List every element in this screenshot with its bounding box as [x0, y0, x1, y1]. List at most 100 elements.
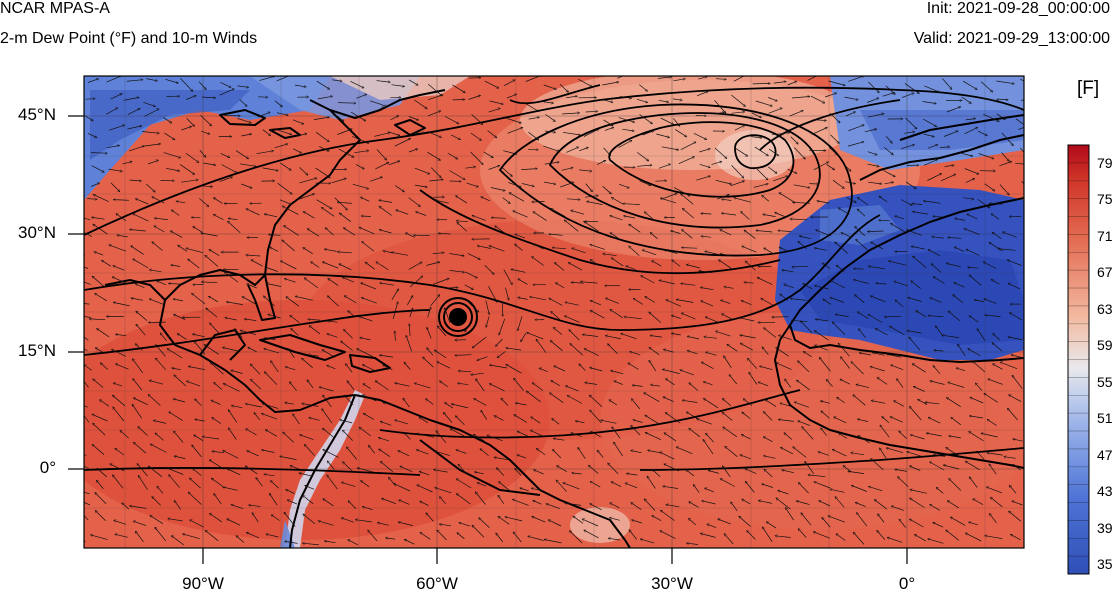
wind-arrow-icon: [160, 333, 167, 342]
wind-arrow-icon: [84, 380, 89, 388]
wind-arrow-icon: [682, 400, 698, 403]
wind-arrow-icon: [426, 131, 441, 137]
lon-label-90w: 90°W: [182, 574, 224, 593]
wind-arrow-icon: [814, 331, 829, 341]
wind-arrow-icon: [639, 84, 647, 92]
wind-arrow-icon: [603, 119, 613, 126]
wind-arrow-icon: [1015, 162, 1024, 165]
wind-arrow-icon: [89, 319, 106, 320]
wind-arrow-icon: [775, 213, 788, 218]
wind-arrow-icon: [566, 386, 579, 392]
wind-arrow-icon: [427, 307, 431, 318]
wind-arrow-icon: [672, 333, 681, 336]
wind-arrow-icon: [256, 151, 274, 155]
wind-arrow-icon: [792, 266, 809, 267]
wind-arrow-icon: [714, 100, 726, 113]
wind-arrow-icon: [581, 282, 598, 284]
wind-arrow-icon: [127, 126, 141, 130]
wind-arrow-icon: [761, 298, 773, 306]
wind-arrow-icon: [855, 227, 866, 237]
wind-arrow-icon: [117, 235, 128, 238]
wind-arrow-icon: [867, 151, 877, 155]
wind-arrow-icon: [1020, 78, 1024, 82]
wind-arrow-icon: [503, 150, 517, 154]
wind-arrow-icon: [664, 350, 674, 353]
wind-arrow-icon: [672, 316, 682, 319]
wind-arrow-icon: [488, 108, 500, 113]
wind-arrow-icon: [133, 379, 143, 391]
wind-arrow-icon: [757, 278, 773, 285]
wind-arrow-icon: [163, 152, 181, 158]
wind-arrow-icon: [624, 317, 642, 320]
wind-arrow-icon: [1015, 118, 1024, 126]
wind-arrow-icon: [438, 233, 451, 234]
wind-arrow-icon: [428, 95, 443, 101]
wind-arrow-icon: [192, 293, 206, 305]
wind-arrow-icon: [302, 358, 313, 369]
wind-arrow-icon: [964, 229, 980, 235]
wind-arrow-icon: [342, 277, 354, 283]
wind-arrow-icon: [996, 99, 1008, 100]
wind-arrow-icon: [568, 263, 583, 271]
wind-arrow-icon: [274, 100, 282, 107]
wind-arrow-icon: [1008, 283, 1021, 290]
wind-arrow-icon: [112, 277, 128, 284]
wind-arrow-icon: [983, 262, 997, 269]
wind-arrow-icon: [782, 270, 794, 273]
wind-arrow-icon: [811, 128, 828, 135]
wind-arrow-icon: [263, 404, 279, 409]
wind-arrow-icon: [133, 359, 144, 374]
wind-arrow-icon: [437, 362, 451, 369]
wind-arrow-icon: [267, 284, 282, 287]
wind-arrow-icon: [824, 93, 836, 98]
wind-arrow-icon: [553, 248, 566, 249]
wind-arrow-icon: [445, 116, 459, 124]
wind-arrow-icon: [626, 266, 636, 271]
wind-arrow-icon: [308, 319, 320, 320]
wind-arrow-icon: [470, 151, 483, 165]
wind-arrow-icon: [996, 80, 1014, 84]
wind-arrow-icon: [323, 395, 332, 408]
wind-arrow-icon: [815, 286, 829, 290]
field-title: 2-m Dew Point (°F) and 10-m Winds: [0, 30, 258, 47]
wind-arrow-icon: [224, 272, 239, 283]
wind-arrow-icon: [913, 256, 927, 269]
wind-arrow-icon: [832, 322, 846, 336]
wind-arrow-icon: [585, 196, 598, 198]
wind-arrow-icon: [699, 149, 710, 153]
wind-arrow-icon: [714, 147, 727, 158]
wind-arrow-icon: [611, 371, 624, 375]
wind-arrow-icon: [969, 316, 979, 323]
wind-arrow-icon: [791, 97, 810, 99]
wind-arrow-icon: [701, 301, 714, 307]
wind-arrow-icon: [409, 324, 410, 336]
wind-arrow-icon: [471, 372, 484, 375]
wind-arrow-icon: [612, 198, 624, 205]
wind-arrow-icon: [214, 215, 224, 221]
wind-arrow-icon: [913, 212, 928, 215]
wind-arrow-icon: [374, 107, 384, 113]
wind-arrow-icon: [768, 97, 777, 101]
wind-arrow-icon: [793, 202, 811, 203]
wind-arrow-icon: [210, 363, 224, 375]
wind-arrow-icon: [762, 347, 769, 355]
wind-arrow-icon: [901, 93, 914, 98]
wind-arrow-icon: [744, 230, 756, 239]
wind-arrow-icon: [169, 284, 184, 285]
wind-arrow-icon: [848, 76, 864, 82]
wind-arrow-icon: [396, 210, 409, 215]
wind-arrow-icon: [790, 136, 798, 144]
wind-arrow-icon: [350, 80, 363, 88]
wind-arrow-icon: [715, 179, 732, 184]
wind-arrow-icon: [676, 300, 694, 303]
wind-arrow-icon: [201, 130, 210, 134]
wind-arrow-icon: [84, 437, 85, 439]
wind-arrow-icon: [993, 364, 1003, 370]
wind-arrow-icon: [167, 349, 183, 359]
wind-arrow-icon: [195, 399, 202, 406]
wind-arrow-icon: [566, 199, 580, 200]
wind-arrow-icon: [427, 151, 440, 160]
wind-arrow-icon: [251, 260, 263, 267]
wind-arrow-icon: [693, 132, 707, 139]
wind-arrow-icon: [566, 147, 578, 153]
